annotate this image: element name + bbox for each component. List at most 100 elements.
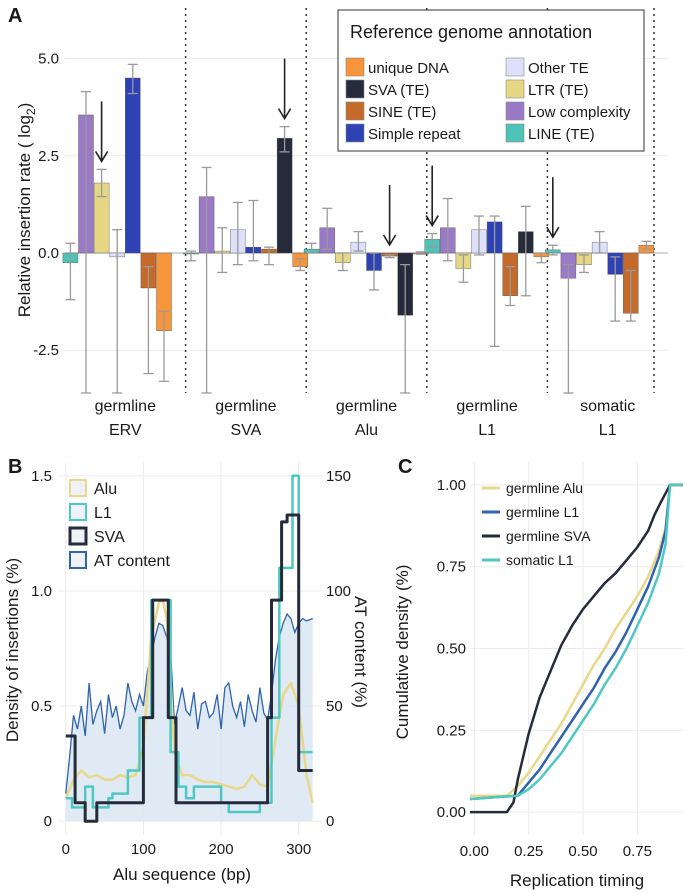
panel-c-ticks: 0.00 0.25 0.50 0.75 1.00 0.00 0.25 0.50 0.75 — [437, 477, 652, 860]
bar-simple-repeat — [125, 77, 141, 254]
panel-b-y-axis-title: Density of insertions (%) — [3, 558, 22, 742]
panel-a-legend: Reference genome annotation unique DNA SV… — [337, 9, 645, 152]
bar-sva-te — [276, 138, 293, 254]
panel-b-legend: Alu L1 SVA AT content — [68, 479, 170, 570]
x-tick-label: 0.75 — [623, 843, 652, 860]
arrow-head — [277, 108, 292, 121]
legend-swatch — [69, 503, 87, 521]
legend-label: SINE (TE) — [368, 104, 436, 121]
line-somatic-l1 — [469, 483, 683, 801]
x-tick-label: 200 — [209, 841, 234, 858]
legend-label: somatic L1 — [506, 552, 574, 568]
panel-b-letter: B — [8, 456, 22, 478]
y-tick-label: 0.00 — [437, 804, 466, 821]
panel-c-y-axis-title: Cumulative density (%) — [393, 565, 412, 740]
line-alu — [64, 598, 314, 804]
y-tick-label: 0.5 — [31, 698, 52, 715]
arrow-head — [425, 215, 439, 228]
legend-swatch — [345, 79, 365, 99]
legend-swatch — [505, 101, 525, 121]
panel-a: A -2.50.02.55.0 germlineERVgermlineSVAge… — [8, 5, 668, 439]
panel-b-ticks: 0 0.5 1.0 1.5 0 50 100 150 0 100 200 300 — [31, 468, 351, 858]
line-at-content — [65, 612, 313, 794]
group-label: germline — [336, 398, 397, 415]
legend-label: germline Alu — [506, 480, 583, 496]
y-tick-label: 2.5 — [38, 148, 59, 165]
x-tick-label: 0.25 — [514, 843, 543, 860]
y-tick-label: 0.25 — [437, 722, 466, 739]
legend-label: germline SVA — [506, 528, 591, 544]
arrow-head — [94, 150, 109, 163]
panel-a-y-ticks: -2.5 0.0 2.5 5.0 — [33, 51, 59, 360]
group-label: ERV — [109, 422, 142, 439]
y-tick-label: 0.50 — [437, 641, 466, 658]
x-tick-label: 300 — [286, 841, 311, 858]
group-label: somatic — [580, 398, 635, 415]
legend-label: unique DNA — [368, 60, 449, 77]
line-germline-sva — [470, 483, 683, 814]
legend-label: LTR (TE) — [528, 82, 589, 99]
legend-label: AT content — [94, 553, 170, 570]
legend-label: Simple repeat — [368, 126, 461, 143]
panel-c-lines — [469, 483, 683, 814]
legend-swatch — [505, 79, 525, 99]
legend-swatch — [68, 526, 88, 546]
line-sva — [65, 513, 313, 823]
group-label: Alu — [355, 422, 378, 439]
y-tick-label: 1.00 — [437, 477, 466, 494]
panel-b-right-axis-title: AT content (%) — [351, 596, 370, 708]
legend-label: SVA — [94, 529, 125, 546]
y-tick-label: 1.5 — [31, 468, 52, 485]
y-right-tick-label: 0 — [326, 813, 334, 830]
group-label: L1 — [599, 422, 617, 439]
panel-c-gridlines — [470, 462, 683, 835]
y-tick-label: -2.5 — [33, 342, 59, 359]
group-label: L1 — [478, 422, 496, 439]
x-tick-label: 100 — [131, 841, 156, 858]
panel-a-group-labels: germline ERV germline SVA germline Alu germlin… — [95, 398, 636, 439]
y-right-tick-label: 100 — [326, 583, 351, 600]
legend-label: L1 — [94, 505, 112, 522]
panel-b: B 0 0.5 1.0 1.5 0 50 100 150 0 100 200 300 Density … — [3, 456, 370, 884]
legend-label: germline L1 — [506, 504, 579, 520]
y-tick-label: 0 — [44, 813, 52, 830]
panel-c-legend: germline Alu germline L1 germline SVA somat… — [482, 480, 591, 568]
group-label: germline — [456, 398, 517, 415]
line-germline-l1 — [469, 483, 683, 801]
legend-swatch — [505, 57, 525, 77]
panel-a-error-bars — [65, 63, 652, 394]
panel-c: C 0.00 0.25 0.50 0.75 1.00 0.00 0.25 0.50 0.75 C… — [393, 456, 683, 890]
panel-c-x-axis-title: Replication timing — [510, 871, 644, 890]
line-germline-alu — [470, 483, 683, 797]
legend-swatch — [345, 101, 365, 121]
legend-swatch — [345, 123, 365, 143]
y-right-tick-label: 50 — [326, 698, 343, 715]
y-tick-label: 1.0 — [31, 583, 52, 600]
y-tick-label: 5.0 — [38, 51, 59, 68]
group-label: SVA — [230, 422, 261, 439]
panel-c-letter: C — [398, 456, 412, 478]
x-tick-label: 0.50 — [568, 843, 597, 860]
y-tick-label: 0.0 — [38, 245, 59, 262]
panel-a-y-axis-title: Relative insertion rate ( log2) — [15, 103, 38, 318]
legend-swatch — [345, 57, 365, 77]
y-tick-label: 0.75 — [437, 559, 466, 576]
group-label: germline — [215, 398, 276, 415]
legend-label: Alu — [94, 481, 117, 498]
x-tick-label: 0 — [62, 841, 70, 858]
panel-b-lines — [64, 474, 314, 823]
legend-title: Reference genome annotation — [350, 22, 592, 42]
arrow-head — [546, 226, 560, 239]
panel-a-arrows — [94, 58, 560, 247]
y-right-tick-label: 150 — [326, 468, 351, 485]
panel-b-x-axis-title: Alu sequence (bp) — [113, 865, 251, 884]
legend-label: Low complexity — [528, 104, 631, 121]
legend-label: Other TE — [528, 60, 589, 77]
legend-swatch — [505, 123, 525, 143]
x-tick-label: 0.00 — [460, 843, 489, 860]
legend-label: SVA (TE) — [368, 82, 429, 99]
legend-swatch — [69, 551, 87, 569]
line-l1 — [65, 474, 313, 814]
group-label: germline — [95, 398, 156, 415]
